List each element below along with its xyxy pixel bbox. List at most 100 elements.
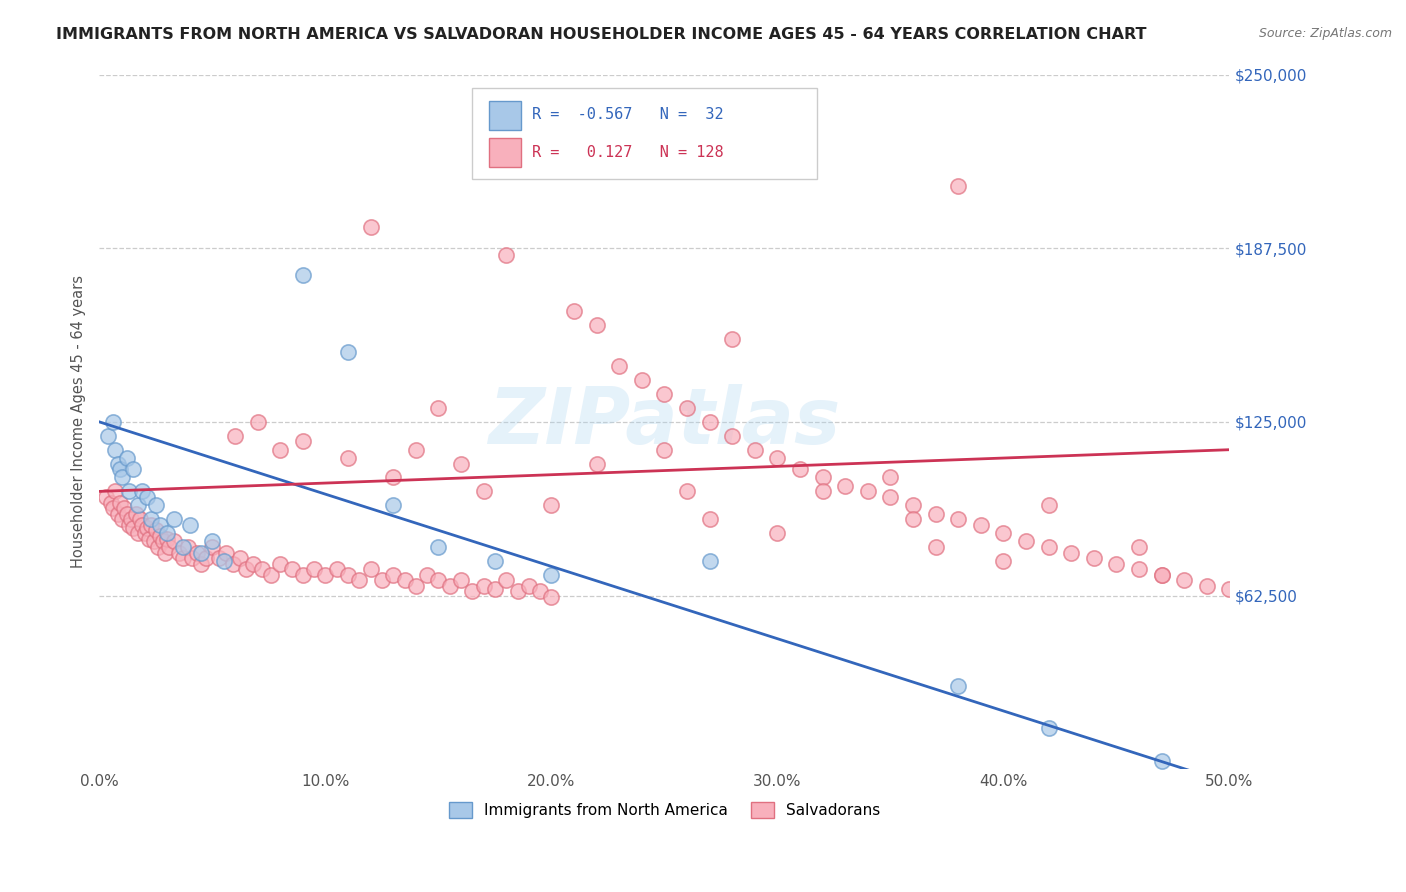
Point — [529, 584, 551, 599]
Text: R =  -0.567   N =  32: R = -0.567 N = 32 — [533, 107, 724, 122]
Point — [879, 490, 901, 504]
Point — [766, 526, 789, 541]
Point — [291, 567, 314, 582]
Point — [1195, 579, 1218, 593]
Point — [654, 387, 676, 401]
Point — [141, 517, 163, 532]
Point — [131, 484, 153, 499]
Point — [250, 562, 273, 576]
Point — [111, 470, 134, 484]
Point — [721, 429, 744, 443]
Point — [1150, 754, 1173, 768]
Point — [517, 579, 540, 593]
Point — [149, 517, 172, 532]
Point — [856, 484, 879, 499]
Point — [1038, 721, 1060, 735]
Point — [405, 442, 427, 457]
Point — [135, 490, 157, 504]
Point — [371, 574, 394, 588]
Point — [129, 512, 152, 526]
Point — [924, 507, 946, 521]
Point — [269, 557, 291, 571]
Point — [1150, 567, 1173, 582]
Point — [101, 415, 124, 429]
Point — [360, 562, 382, 576]
Point — [901, 498, 924, 512]
Point — [260, 567, 283, 582]
Point — [506, 584, 529, 599]
Point — [540, 498, 562, 512]
Point — [472, 484, 495, 499]
Point — [145, 524, 167, 538]
Point — [201, 534, 224, 549]
Point — [127, 498, 149, 512]
Point — [394, 574, 416, 588]
Point — [811, 484, 834, 499]
Point — [118, 517, 141, 532]
Point — [118, 484, 141, 499]
Point — [360, 220, 382, 235]
Point — [699, 554, 721, 568]
Point — [145, 498, 167, 512]
Point — [212, 554, 235, 568]
Point — [122, 462, 145, 476]
Point — [172, 551, 194, 566]
Point — [115, 507, 138, 521]
Point — [97, 429, 120, 443]
Point — [450, 457, 472, 471]
Point — [382, 498, 405, 512]
Point — [970, 517, 993, 532]
Point — [96, 490, 118, 504]
Point — [1150, 567, 1173, 582]
Point — [540, 567, 562, 582]
Point — [1083, 551, 1105, 566]
Point — [159, 540, 181, 554]
Point — [190, 557, 212, 571]
Y-axis label: Householder Income Ages 45 - 64 years: Householder Income Ages 45 - 64 years — [72, 276, 86, 568]
Point — [141, 512, 163, 526]
Point — [993, 554, 1015, 568]
Point — [190, 545, 212, 559]
Point — [676, 484, 699, 499]
Text: ZIPatlas: ZIPatlas — [488, 384, 841, 460]
Point — [630, 373, 652, 387]
Point — [314, 567, 336, 582]
Point — [337, 450, 360, 465]
Legend: Immigrants from North America, Salvadorans: Immigrants from North America, Salvadora… — [443, 796, 886, 824]
Point — [172, 540, 194, 554]
Point — [181, 551, 204, 566]
Point — [194, 551, 217, 566]
Point — [104, 484, 127, 499]
Point — [235, 562, 257, 576]
Point — [201, 540, 224, 554]
Point — [461, 584, 484, 599]
Point — [107, 457, 129, 471]
Point — [676, 401, 699, 415]
Point — [766, 450, 789, 465]
Point — [1038, 498, 1060, 512]
Point — [484, 554, 506, 568]
Point — [382, 567, 405, 582]
Point — [163, 512, 186, 526]
Point — [416, 567, 439, 582]
Point — [562, 303, 585, 318]
Point — [242, 557, 264, 571]
Point — [124, 507, 146, 521]
Point — [291, 434, 314, 449]
Point — [269, 442, 291, 457]
Text: R =   0.127   N = 128: R = 0.127 N = 128 — [533, 145, 724, 160]
Point — [879, 470, 901, 484]
Point — [495, 248, 517, 262]
Point — [405, 579, 427, 593]
FancyBboxPatch shape — [472, 88, 817, 178]
Point — [104, 442, 127, 457]
Point — [427, 574, 450, 588]
Point — [115, 450, 138, 465]
Point — [100, 495, 122, 509]
Point — [1038, 540, 1060, 554]
Text: Source: ZipAtlas.com: Source: ZipAtlas.com — [1258, 27, 1392, 40]
Text: IMMIGRANTS FROM NORTH AMERICA VS SALVADORAN HOUSEHOLDER INCOME AGES 45 - 64 YEAR: IMMIGRANTS FROM NORTH AMERICA VS SALVADO… — [56, 27, 1147, 42]
Point — [107, 507, 129, 521]
Point — [246, 415, 269, 429]
Point — [142, 534, 165, 549]
